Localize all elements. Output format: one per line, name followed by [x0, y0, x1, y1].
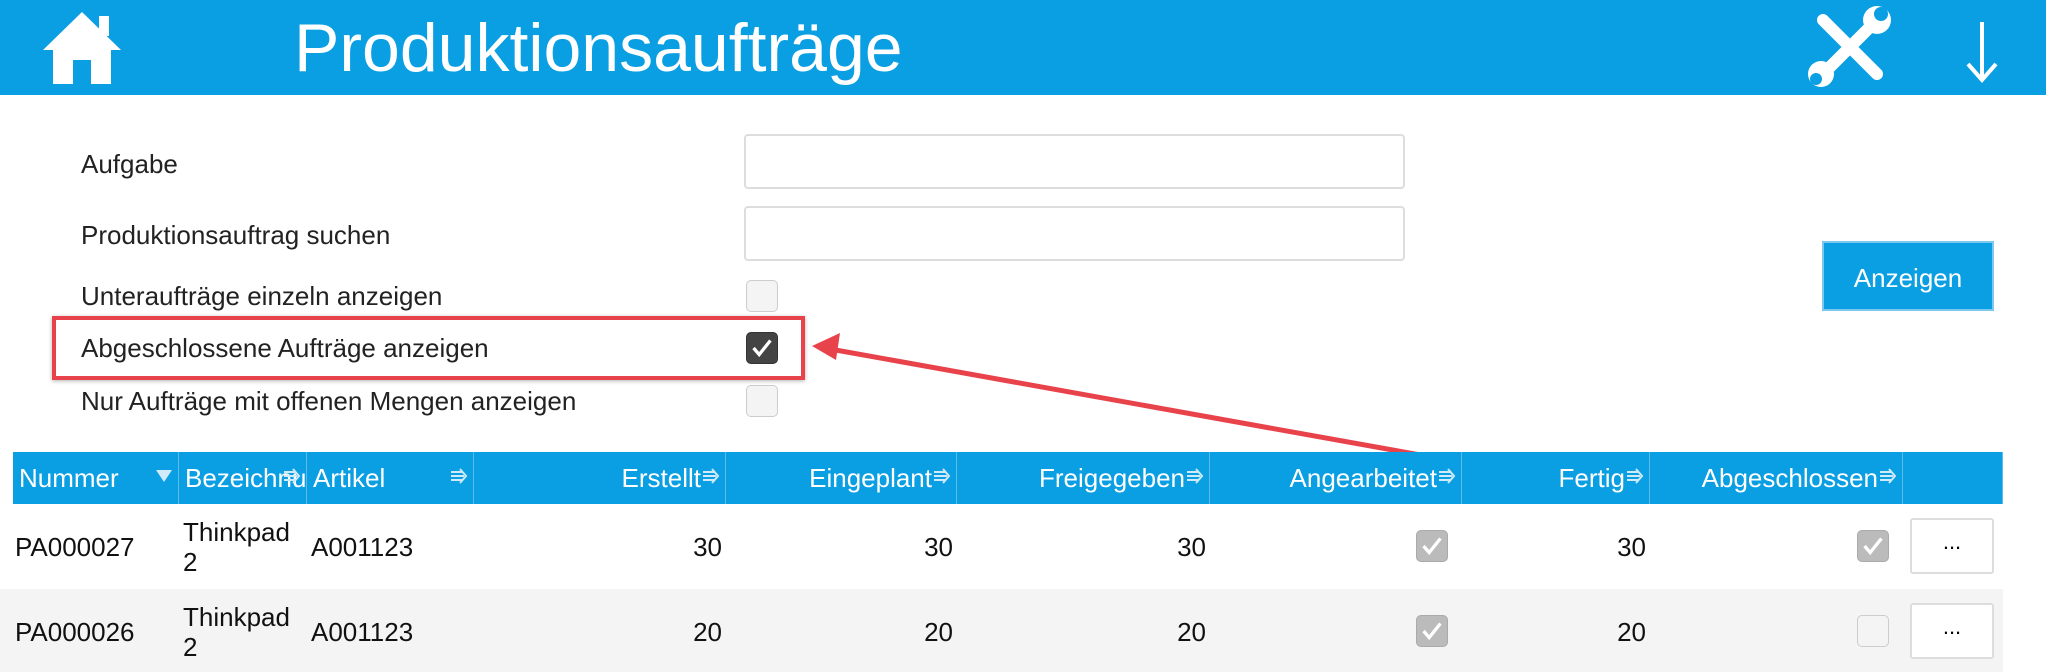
table-cell: 20	[693, 616, 722, 647]
table-cell: A001123	[311, 616, 414, 647]
text-input[interactable]	[744, 134, 1405, 189]
more-button[interactable]: ...	[1910, 603, 1994, 659]
column-header[interactable]: Nummer	[13, 452, 179, 504]
column-header[interactable]: Angearbeitet	[1210, 452, 1462, 504]
show-button[interactable]: Anzeigen	[1822, 241, 1994, 311]
column-header[interactable]: Bezeichnung	[179, 452, 307, 504]
table-cell: 30	[1617, 531, 1646, 562]
sort-icon[interactable]	[1879, 467, 1897, 485]
column-header[interactable]: Fertig	[1462, 452, 1650, 504]
table-cell: 20	[1617, 616, 1646, 647]
table-cell: Thinkpad 2	[183, 601, 298, 662]
table-row	[0, 589, 2003, 672]
column-header-text: Erstellt	[621, 463, 701, 493]
text-input[interactable]	[744, 206, 1405, 261]
column-header-text: Abgeschlossen	[1701, 463, 1878, 493]
sort-icon[interactable]	[283, 467, 301, 485]
table-cell: Thinkpad 2	[183, 516, 298, 577]
table-row	[0, 504, 2003, 589]
sort-icon[interactable]	[933, 467, 951, 485]
table-cell: 30	[693, 531, 722, 562]
table-cell: 20	[924, 616, 953, 647]
header-bar: Produktionsaufträge	[0, 0, 2046, 95]
column-header[interactable]: Artikel	[307, 452, 474, 504]
checkbox[interactable]	[746, 332, 778, 364]
field-label: Produktionsauftrag suchen	[81, 220, 391, 250]
table-cell: 30	[924, 531, 953, 562]
field-label: Aufgabe	[81, 149, 178, 179]
column-header[interactable]: Erstellt	[474, 452, 726, 504]
column-header[interactable]: Freigegeben	[957, 452, 1210, 504]
column-header-text: Freigegeben	[1039, 463, 1185, 493]
checkbox[interactable]	[1416, 530, 1448, 562]
column-header-text: Nummer	[19, 463, 119, 493]
table-cell: PA000027	[15, 531, 135, 562]
checkbox[interactable]	[1857, 530, 1889, 562]
download-icon[interactable]	[1962, 18, 2002, 84]
more-button[interactable]: ...	[1910, 518, 1994, 574]
tools-icon[interactable]	[1805, 2, 1895, 90]
column-header-text: Eingeplant	[809, 463, 932, 493]
highlight-box	[52, 316, 805, 380]
field-label: Unteraufträge einzeln anzeigen	[81, 281, 443, 311]
sort-icon[interactable]	[1438, 467, 1456, 485]
field-label: Abgeschlossene Aufträge anzeigen	[81, 333, 489, 363]
checkbox[interactable]	[746, 280, 778, 312]
home-icon[interactable]	[39, 6, 125, 86]
table-cell: A001123	[311, 531, 414, 562]
page-title: Produktionsaufträge	[294, 10, 903, 86]
column-header-text: Bezeichnung	[185, 463, 307, 493]
table-cell: 20	[1177, 616, 1206, 647]
sort-icon[interactable]	[1186, 467, 1204, 485]
column-header[interactable]: Eingeplant	[726, 452, 957, 504]
table-cell: PA000026	[15, 616, 135, 647]
header-spacer	[1903, 452, 2003, 504]
checkbox[interactable]	[1857, 615, 1889, 647]
column-header[interactable]: Abgeschlossen	[1650, 452, 1903, 504]
sort-icon[interactable]	[155, 467, 173, 485]
sort-icon[interactable]	[702, 467, 720, 485]
column-header-text: Artikel	[313, 463, 386, 493]
checkbox[interactable]	[1416, 615, 1448, 647]
column-header-text: Angearbeitet	[1289, 463, 1437, 493]
table-cell: 30	[1177, 531, 1206, 562]
field-label: Nur Aufträge mit offenen Mengen anzeigen	[81, 386, 577, 416]
column-header-text: Fertig	[1558, 463, 1625, 493]
checkbox[interactable]	[746, 385, 778, 417]
sort-icon[interactable]	[450, 467, 468, 485]
sort-icon[interactable]	[1626, 467, 1644, 485]
